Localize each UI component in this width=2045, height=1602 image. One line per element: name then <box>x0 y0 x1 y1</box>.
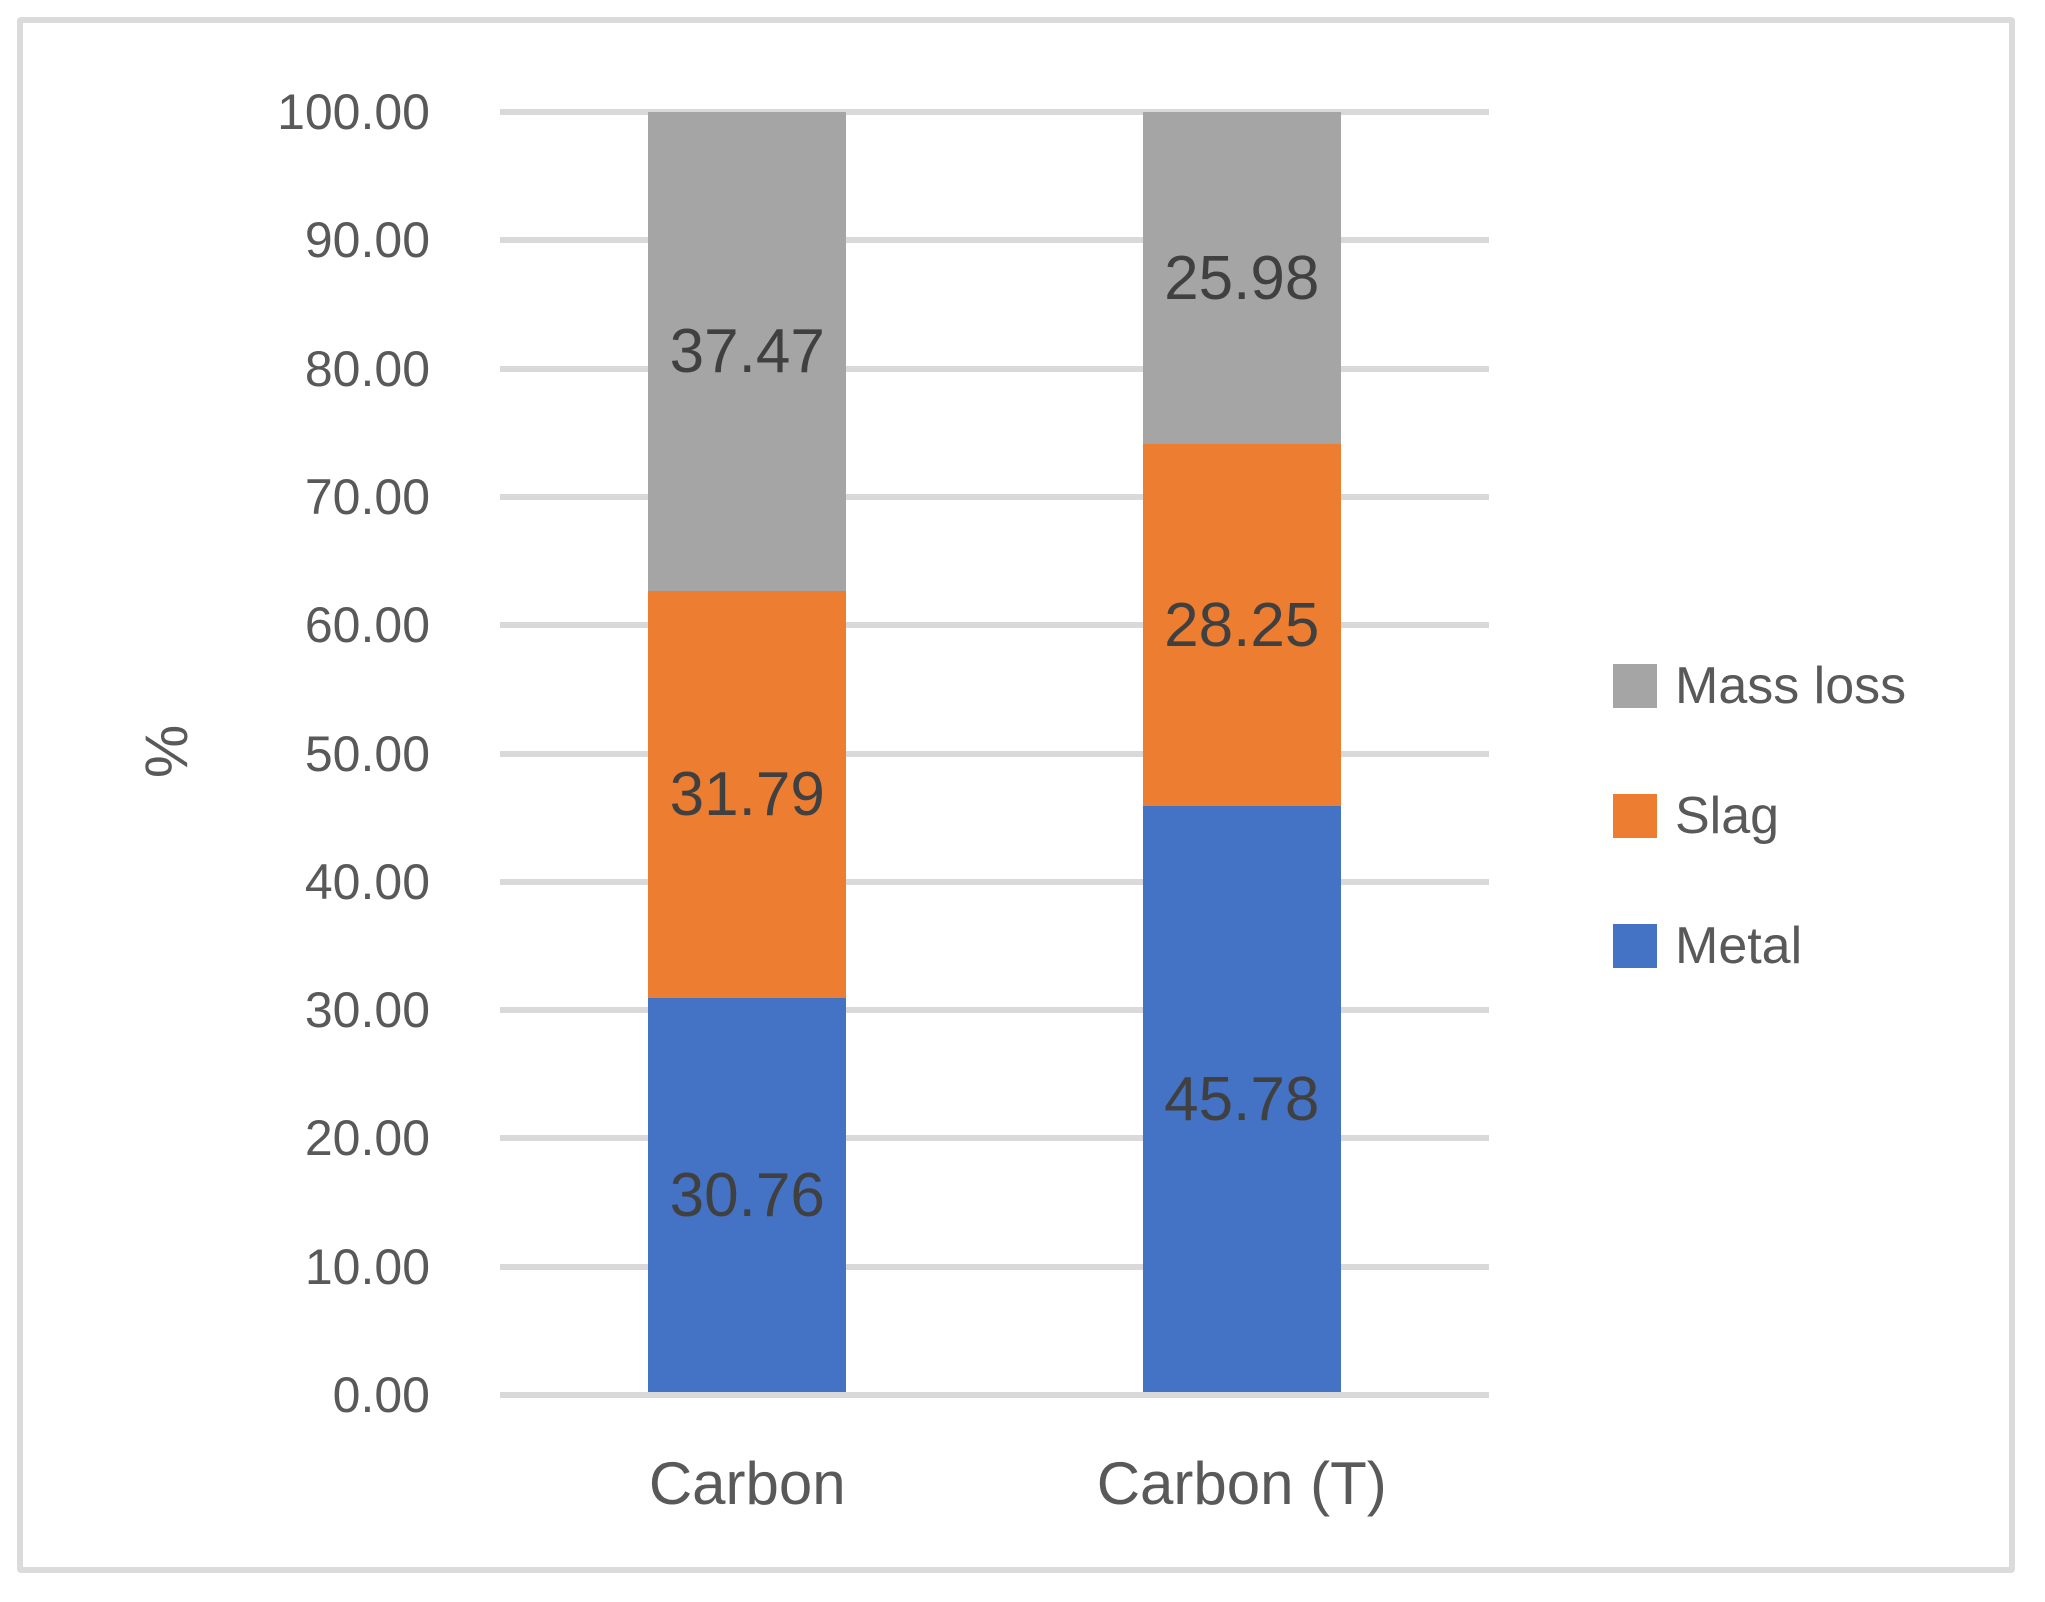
legend: Mass loss Slag Metal <box>1613 657 1907 975</box>
gridline <box>500 1135 1489 1142</box>
bar-segment-metal: 45.78 <box>1142 806 1341 1392</box>
bar-segment-slag: 31.79 <box>648 591 847 999</box>
legend-item-slag: Slag <box>1613 787 1906 845</box>
y-tick-label: 100.00 <box>277 84 430 140</box>
legend-label: Mass loss <box>1675 657 1907 715</box>
gridline <box>500 365 1489 372</box>
gridline <box>500 1007 1489 1014</box>
bar-segment-metal: 30.76 <box>648 998 847 1392</box>
value-label: 37.47 <box>669 317 825 387</box>
gridline <box>500 878 1489 885</box>
legend-label: Slag <box>1675 787 1780 845</box>
bar-segment-mass-loss: 25.98 <box>1142 111 1341 445</box>
y-tick-label: 70.00 <box>304 468 430 525</box>
gridline <box>500 1392 1489 1398</box>
y-tick-label: 50.00 <box>304 725 430 782</box>
y-tick-label: 30.00 <box>304 982 430 1039</box>
legend-swatch-icon <box>1613 924 1657 968</box>
y-tick-label: 10.00 <box>304 1238 430 1295</box>
bar-segment-mass-loss: 37.47 <box>648 111 847 592</box>
bar-segment-slag: 28.25 <box>1142 444 1341 806</box>
legend-item-mass-loss: Mass loss <box>1613 657 1907 715</box>
legend-label: Metal <box>1675 917 1803 975</box>
value-label: 30.76 <box>669 1160 825 1230</box>
value-label: 31.79 <box>669 760 825 830</box>
y-tick-label: 20.00 <box>304 1110 430 1167</box>
y-tick-label: 80.00 <box>304 340 430 397</box>
legend-swatch-icon <box>1613 664 1657 708</box>
x-category-label: Carbon (T) <box>1096 1450 1387 1517</box>
x-category-label: Carbon <box>648 1450 846 1517</box>
y-tick-label: 90.00 <box>304 212 430 269</box>
gridline <box>500 1263 1489 1270</box>
y-tick-label: 0.00 <box>332 1367 430 1423</box>
gridline <box>500 109 1489 115</box>
value-label: 45.78 <box>1164 1064 1320 1134</box>
value-label: 28.25 <box>1164 590 1320 660</box>
value-label: 25.98 <box>1164 243 1320 313</box>
y-tick-label: 60.00 <box>304 597 430 654</box>
y-tick-label: 40.00 <box>304 853 430 910</box>
chart-border <box>17 17 2015 1573</box>
gridline <box>500 237 1489 244</box>
legend-swatch-icon <box>1613 794 1657 838</box>
gridline <box>500 622 1489 629</box>
gridline <box>500 493 1489 500</box>
gridline <box>500 750 1489 757</box>
legend-item-metal: Metal <box>1613 917 1906 975</box>
